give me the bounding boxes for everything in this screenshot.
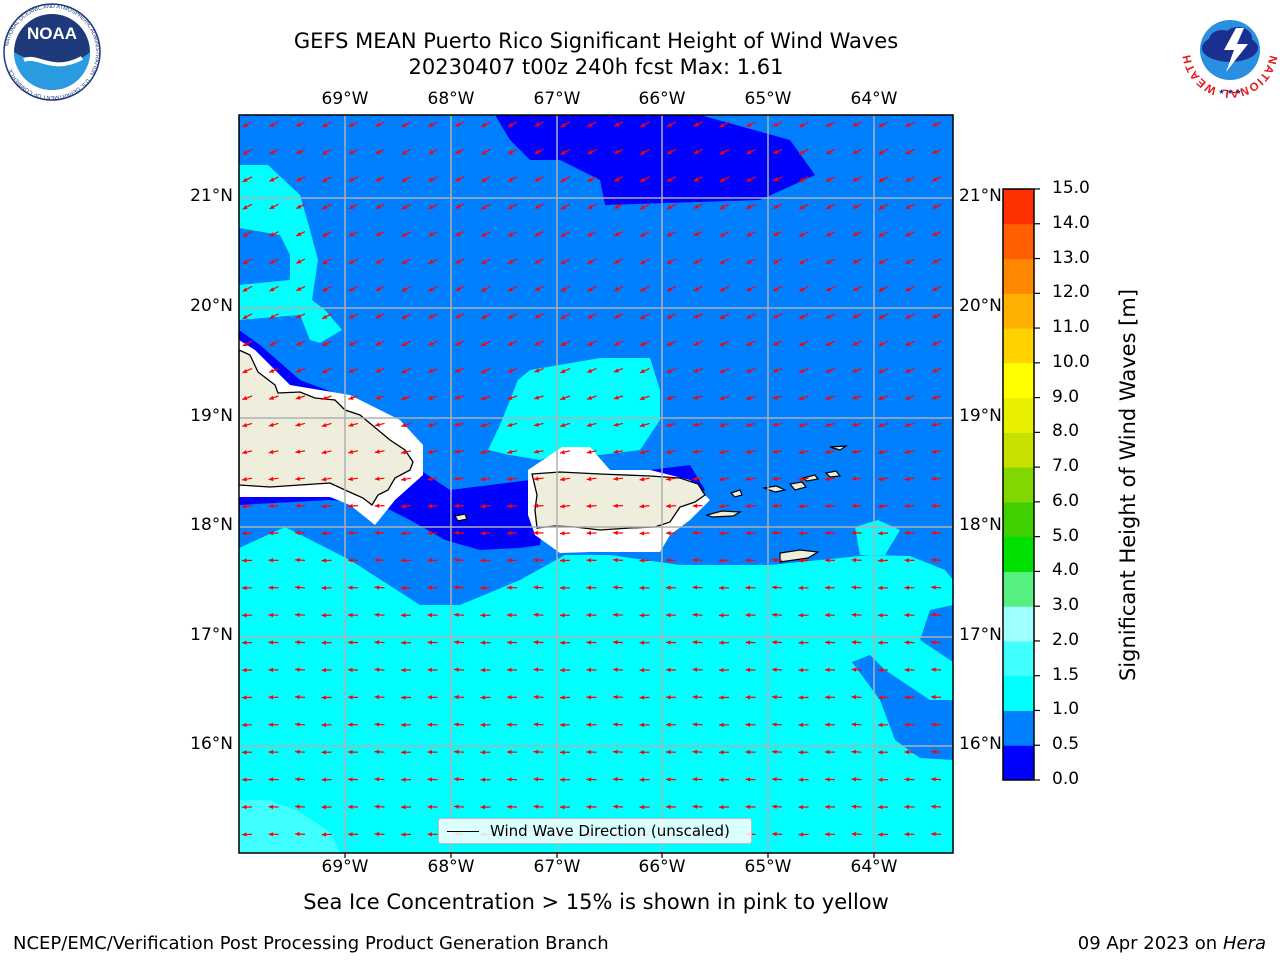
colorbar-segment <box>1003 676 1034 711</box>
lat-label-right: 17°N <box>959 625 1019 645</box>
footer-date: 09 Apr 2023 on Hera <box>1078 933 1266 954</box>
wave-field-1-0-1-5-south <box>239 527 953 853</box>
footer-credit: NCEP/EMC/Verification Post Processing Pr… <box>13 933 609 954</box>
colorbar-segment <box>1003 467 1034 502</box>
colorbar-segment <box>1003 432 1034 467</box>
footer-date-text: 09 Apr 2023 on <box>1078 933 1217 954</box>
lon-label-top: 64°W <box>834 89 914 109</box>
lon-label-bottom: 68°W <box>411 857 491 877</box>
lon-label-top: 65°W <box>728 89 808 109</box>
lat-label-right: 21°N <box>959 186 1019 206</box>
lat-label-right: 19°N <box>959 406 1019 426</box>
colorbar-tick-label: 14.0 <box>1052 213 1090 233</box>
island-mona <box>455 514 467 521</box>
colorbar-tick-label: 6.0 <box>1052 491 1079 511</box>
sea-ice-note: Sea Ice Concentration > 15% is shown in … <box>240 890 952 914</box>
lon-label-top: 69°W <box>305 89 385 109</box>
lon-label-bottom: 64°W <box>834 857 914 877</box>
lat-label-left: 21°N <box>163 186 233 206</box>
lat-label-right: 16°N <box>959 734 1019 754</box>
lon-label-bottom: 65°W <box>728 857 808 877</box>
lat-label-left: 17°N <box>163 625 233 645</box>
colorbar-segment <box>1003 571 1034 606</box>
colorbar-tick-label: 12.0 <box>1052 282 1090 302</box>
legend-line-swatch <box>447 831 479 832</box>
lat-label-right: 18°N <box>959 515 1019 535</box>
colorbar-segment <box>1003 363 1034 398</box>
lat-label-left: 16°N <box>163 734 233 754</box>
lon-label-top: 67°W <box>517 89 597 109</box>
lat-label-right: 20°N <box>959 296 1019 316</box>
lat-label-left: 18°N <box>163 515 233 535</box>
colorbar-segment <box>1003 537 1034 572</box>
colorbar-tick-label: 7.0 <box>1052 456 1079 476</box>
colorbar-tick-label: 8.0 <box>1052 421 1079 441</box>
colorbar-tick-label: 15.0 <box>1052 178 1090 198</box>
colorbar-tick-label: 2.0 <box>1052 630 1079 650</box>
legend-label: Wind Wave Direction (unscaled) <box>490 822 730 840</box>
colorbar-segment <box>1003 328 1034 363</box>
lon-label-top: 66°W <box>622 89 702 109</box>
footer-host: Hera <box>1223 933 1266 954</box>
lon-label-bottom: 69°W <box>305 857 385 877</box>
lat-label-left: 19°N <box>163 406 233 426</box>
colorbar-tick-label: 0.0 <box>1052 769 1079 789</box>
colorbar-tick-label: 10.0 <box>1052 352 1090 372</box>
colorbar-tick-label: 5.0 <box>1052 526 1079 546</box>
lat-label-left: 20°N <box>163 296 233 316</box>
colorbar-tick-label: 4.0 <box>1052 560 1079 580</box>
map-legend: Wind Wave Direction (unscaled) <box>438 818 752 844</box>
colorbar-segment <box>1003 259 1034 294</box>
colorbar-tick-label: 13.0 <box>1052 248 1090 268</box>
colorbar-tick-label: 11.0 <box>1052 317 1090 337</box>
colorbar-tick-label: 9.0 <box>1052 387 1079 407</box>
lon-label-bottom: 67°W <box>517 857 597 877</box>
colorbar-tick-label: 0.5 <box>1052 734 1079 754</box>
lon-label-bottom: 66°W <box>622 857 702 877</box>
colorbar-tick-label: 1.5 <box>1052 665 1079 685</box>
colorbar-tick-label: 1.0 <box>1052 699 1079 719</box>
colorbar-label: Significant Height of Wind Waves [m] <box>1115 275 1141 695</box>
colorbar-tick-label: 3.0 <box>1052 595 1079 615</box>
colorbar-segment <box>1003 224 1034 259</box>
colorbar-segment <box>1003 641 1034 676</box>
lon-label-top: 68°W <box>411 89 491 109</box>
